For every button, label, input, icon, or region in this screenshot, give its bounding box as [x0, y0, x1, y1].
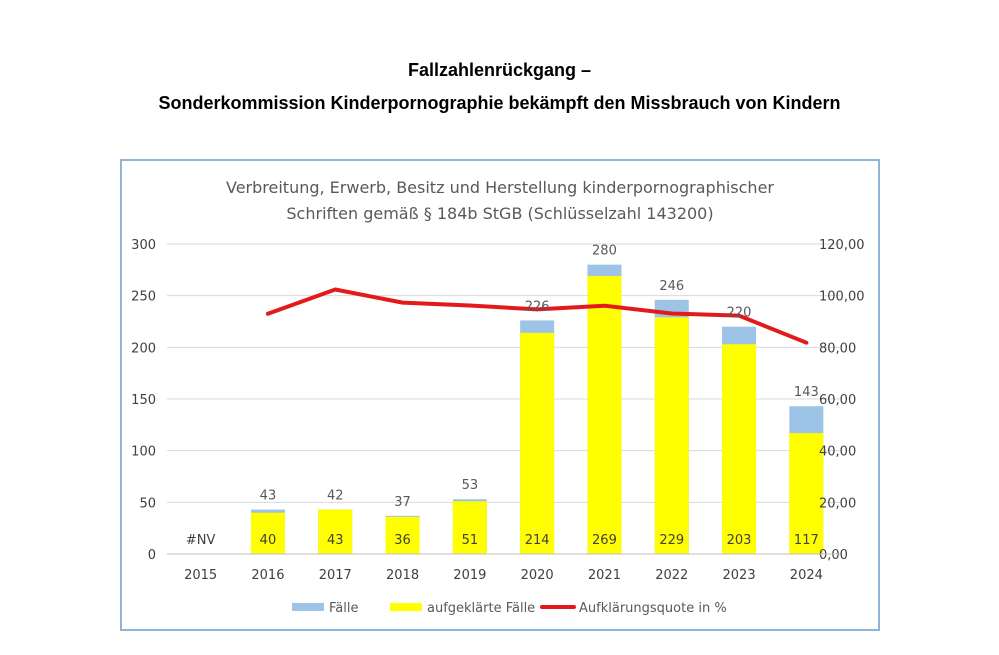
bar-aufgeklaerte-faelle [250, 512, 285, 554]
label-faelle: 246 [659, 279, 684, 294]
label-faelle: 226 [525, 299, 550, 314]
y-left-tick-label: 300 [131, 238, 156, 253]
y-right-tick-label: 0,00 [819, 548, 848, 563]
label-faelle: 143 [794, 385, 819, 400]
label-aufgeklaerte-faelle: 43 [327, 533, 344, 548]
bar-aufgeklaerte-faelle [318, 509, 353, 554]
legend-label-quote: Aufklärungsquote in % [579, 601, 727, 616]
x-tick-label: 2016 [251, 568, 284, 583]
legend-swatch-faelle [292, 603, 324, 611]
chart-svg: Verbreitung, Erwerb, Besitz und Herstell… [131, 178, 864, 616]
page-title-line2: Sonderkommission Kinderpornographie bekä… [158, 93, 841, 113]
x-tick-label: 2020 [521, 568, 554, 583]
y-left-tick-label: 200 [131, 341, 156, 356]
legend-label-faelle: Fälle [329, 601, 358, 616]
y-right-tick-label: 40,00 [819, 445, 856, 460]
gridlines [167, 243, 840, 555]
x-tick-label: 2022 [655, 568, 688, 583]
x-tick-label: 2018 [386, 568, 419, 583]
label-aufgeklaerte-faelle: #NV [186, 533, 216, 548]
x-tick-label: 2015 [184, 568, 217, 583]
y-right-tick-label: 20,00 [819, 496, 856, 511]
y-left-tick-label: 100 [131, 445, 156, 460]
y-left-tick-label: 150 [131, 393, 156, 408]
chart-title-line2: Schriften gemäß § 184b StGB (Schlüsselza… [286, 204, 713, 223]
quote-line-group [265, 287, 809, 345]
y-right-tick-label: 80,00 [819, 341, 856, 356]
label-aufgeklaerte-faelle: 51 [462, 533, 479, 548]
bar-aufgeklaerte-faelle [654, 317, 689, 554]
x-tick-label: 2023 [723, 568, 756, 583]
y-left-tick-label: 0 [148, 548, 156, 563]
bar-aufgeklaerte-faelle [722, 344, 757, 554]
y-right-tick-label: 120,00 [819, 238, 865, 253]
bar-aufgeklaerte-faelle [520, 332, 555, 554]
page-title-line1: Fallzahlenrückgang – [407, 60, 592, 80]
bar-aufgeklaerte-faelle [789, 433, 824, 554]
axes: 0 0,00 50 20,00 100 40,00 150 60,00 200 80,00 250 1… [131, 238, 864, 583]
label-faelle: 37 [394, 495, 411, 510]
y-right-tick-label: 100,00 [819, 290, 865, 305]
y-right-tick-label: 60,00 [819, 393, 856, 408]
chart-title-line1: Verbreitung, Erwerb, Besitz und Herstell… [226, 178, 774, 197]
y-left-tick-label: 250 [131, 290, 156, 305]
x-tick-label: 2019 [453, 568, 486, 583]
label-faelle: 43 [260, 489, 277, 504]
label-faelle: 42 [327, 489, 344, 504]
chart-frame: Verbreitung, Erwerb, Besitz und Herstell… [120, 159, 880, 631]
x-tick-label: 2024 [790, 568, 823, 583]
bar-aufgeklaerte-faelle [385, 516, 420, 554]
x-tick-label: 2021 [588, 568, 621, 583]
bar-aufgeklaerte-faelle [452, 501, 487, 554]
x-tick-label: 2017 [319, 568, 352, 583]
label-faelle: 280 [592, 244, 617, 259]
bars [250, 264, 824, 554]
data-labels: #NV 43 40 42 43 37 36 53 51 226 214 280 269 246 229 220… [186, 244, 819, 548]
label-aufgeklaerte-faelle: 214 [525, 533, 550, 548]
label-aufgeklaerte-faelle: 269 [592, 533, 617, 548]
label-aufgeklaerte-faelle: 229 [659, 533, 684, 548]
quote-line [265, 287, 809, 345]
label-faelle: 220 [727, 306, 752, 321]
label-faelle: 53 [462, 478, 479, 493]
label-aufgeklaerte-faelle: 40 [260, 533, 277, 548]
y-left-tick-label: 50 [139, 496, 156, 511]
label-aufgeklaerte-faelle: 203 [727, 533, 752, 548]
label-aufgeklaerte-faelle: 117 [794, 533, 819, 548]
bar-aufgeklaerte-faelle [587, 276, 622, 554]
legend: Fälle aufgeklärte Fälle Aufklärungsquote i… [292, 601, 727, 616]
legend-swatch-aufgeklaerte-faelle [390, 603, 422, 611]
label-aufgeklaerte-faelle: 36 [394, 533, 411, 548]
legend-label-aufgeklaerte-faelle: aufgeklärte Fälle [427, 601, 535, 616]
